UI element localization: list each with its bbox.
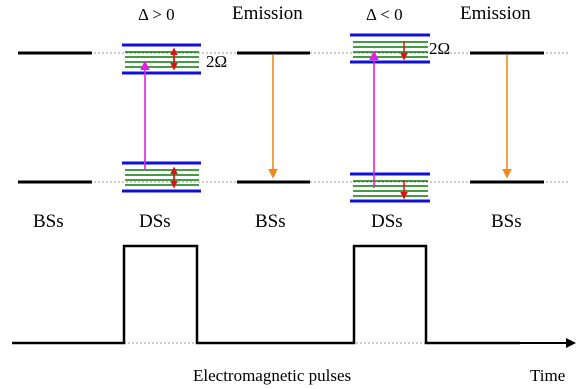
dressed-states-negative bbox=[350, 33, 430, 203]
state-label-dss-2: DSs bbox=[371, 211, 403, 232]
time-axis-arrowhead bbox=[566, 338, 576, 348]
two-omega-label-2: 2Ω bbox=[429, 39, 450, 58]
state-label-bss-2: BSs bbox=[255, 211, 286, 232]
bare-states-3 bbox=[470, 51, 544, 184]
dressed-states-positive bbox=[122, 43, 201, 193]
time-axis-label: Time bbox=[530, 366, 565, 385]
state-label-dss-1: DSs bbox=[139, 211, 171, 232]
emission-label-2: Emission bbox=[460, 3, 531, 24]
state-label-bss-1: BSs bbox=[33, 211, 64, 232]
bare-states-2 bbox=[237, 51, 310, 184]
state-label-bss-3: BSs bbox=[491, 211, 522, 232]
bare-states-1 bbox=[18, 51, 92, 184]
delta-negative-label: Δ < 0 bbox=[366, 5, 403, 24]
pulses-caption: Electromagnetic pulses bbox=[193, 366, 351, 385]
emission-label-1: Emission bbox=[232, 3, 303, 24]
pulse-train bbox=[12, 244, 520, 345]
two-omega-label-1: 2Ω bbox=[206, 52, 227, 71]
delta-positive-label: Δ > 0 bbox=[138, 5, 175, 24]
